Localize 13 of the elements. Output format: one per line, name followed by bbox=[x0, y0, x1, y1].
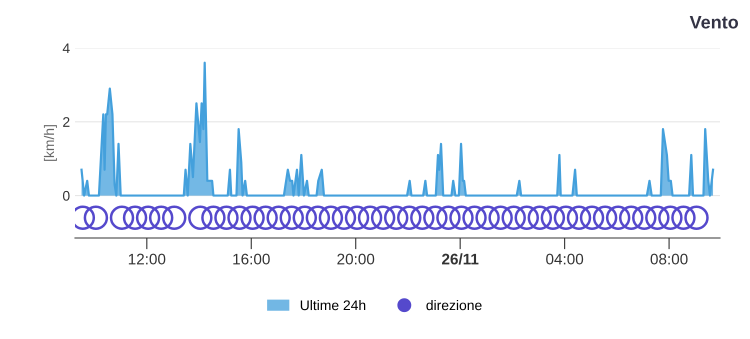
x-tick-label: 16:00 bbox=[233, 254, 270, 264]
y-tick-label: 0 bbox=[62, 190, 70, 201]
x-tick-label: 12:00 bbox=[128, 254, 166, 264]
y-tick-label: 2 bbox=[63, 117, 70, 127]
x-tick-label: 20:00 bbox=[337, 254, 374, 264]
x-tick-label: 08:00 bbox=[650, 254, 688, 264]
y-tick-label: 4 bbox=[62, 43, 70, 54]
x-tick-label: 04:00 bbox=[546, 254, 584, 264]
legend-label: Ultime 24h bbox=[300, 300, 366, 310]
y-axis-title: [km/h] bbox=[44, 125, 57, 161]
legend-label: direzione bbox=[426, 300, 482, 310]
x-tick-label: 26/11 bbox=[442, 253, 478, 265]
chart-title: Vento bbox=[690, 16, 738, 29]
